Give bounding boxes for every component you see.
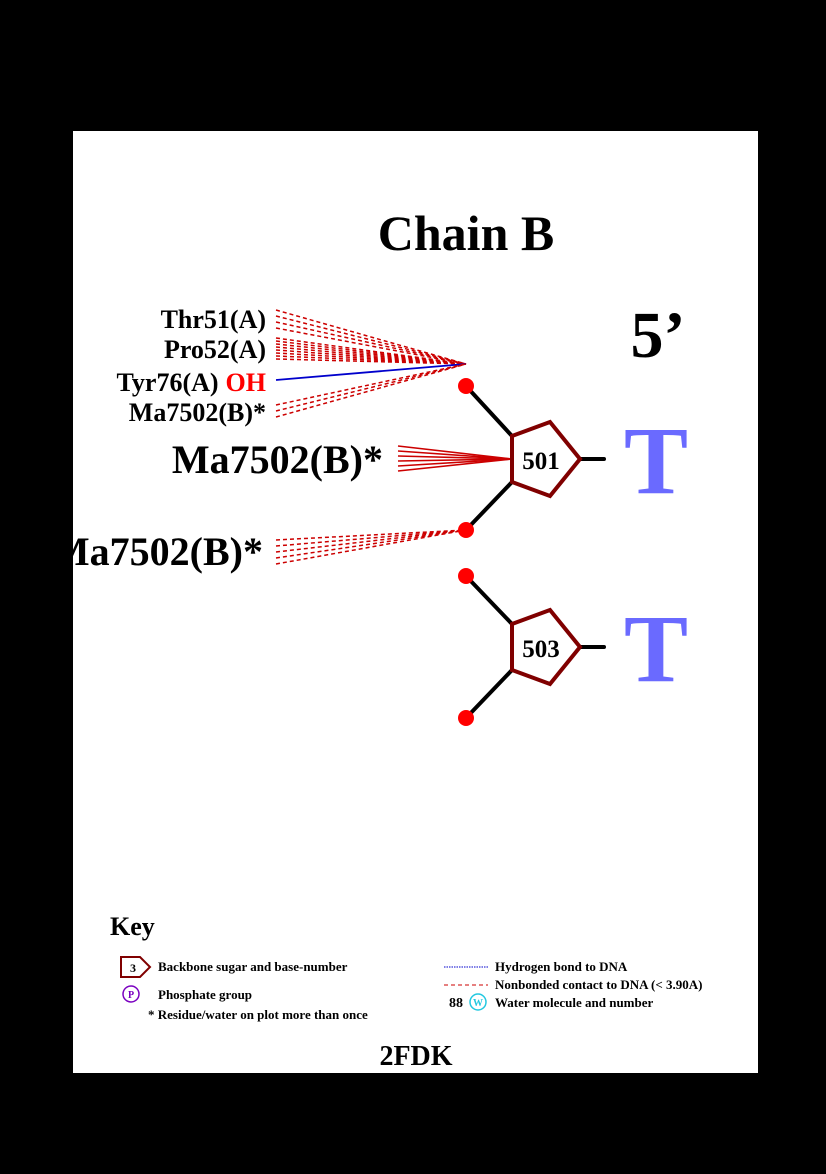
- nonbonded-contact-ma7502-b-2: [397, 450, 513, 460]
- key-phosphate-label: Phosphate group: [158, 987, 252, 1002]
- residue-label-pro52: Pro52(A): [164, 335, 266, 364]
- contact-lines: [275, 309, 513, 565]
- base-letter-501: T: [624, 407, 688, 514]
- nonbonded-contact-pro52-3: [275, 343, 467, 365]
- residue-label-ma7502-3: Ma7502(B)*: [52, 529, 263, 574]
- key-water-number: 88: [449, 996, 463, 1011]
- atom-label-oh: OH: [226, 368, 266, 397]
- sugar-ring-501: [510, 419, 583, 499]
- key-sugar-label: Backbone sugar and base-number: [158, 959, 348, 974]
- nonbonded-contact-ma7502-b-3: [397, 455, 513, 460]
- hbond-tyr76-1: [275, 363, 467, 381]
- nonbonded-contact-pro52-1: [275, 337, 467, 365]
- backbone-bond-1: [464, 384, 514, 438]
- key-title: Key: [110, 912, 155, 941]
- nonbonded-contact-ma7502-b-1: [397, 445, 513, 460]
- nonbonded-contact-pro52-8: [275, 358, 467, 365]
- nonbonded-contact-ma7502-b-4: [397, 458, 513, 462]
- pdb-code: 2FDK: [379, 1041, 452, 1072]
- residue-name-tyr76: Tyr76(A): [117, 368, 219, 397]
- phosphate-4: [458, 710, 474, 726]
- nonbonded-contact-thr51-3: [275, 321, 467, 365]
- key-water-label: Water molecule and number: [495, 995, 654, 1010]
- nucleotide-number-503: 503: [522, 636, 560, 663]
- nonbonded-contact-ma7502-c-1: [275, 529, 467, 541]
- key-water-letter: W: [473, 998, 483, 1009]
- residue-label-ma7502-1: Ma7502(B)*: [129, 398, 266, 427]
- nonbonded-contact-ma7502-a-2: [275, 363, 467, 412]
- phosphate-1: [458, 378, 474, 394]
- backbone-bond-4: [464, 668, 514, 720]
- nonbonded-contact-thr51-4: [275, 327, 467, 365]
- residue-label-tyr76: Tyr76(A) OH: [117, 368, 267, 397]
- key-phosphate-letter: P: [128, 990, 134, 1001]
- phosphate-2: [458, 522, 474, 538]
- nonbonded-contact-pro52-6: [275, 352, 467, 365]
- backbone-bonds: [464, 384, 606, 720]
- sugar-ring-503: [510, 607, 583, 687]
- backbone-bond-3: [464, 574, 514, 626]
- nucleotide-number-501: 501: [522, 448, 560, 475]
- nonbonded-contact-pro52-7: [275, 355, 467, 365]
- nonbonded-contact-thr51-1: [275, 309, 467, 365]
- key-repeat-note: * Residue/water on plot more than once: [148, 1007, 368, 1022]
- residue-label-thr51: Thr51(A): [161, 305, 266, 334]
- nonbonded-contact-pro52-4: [275, 346, 467, 365]
- backbone-bond-2: [464, 480, 514, 532]
- key-water-icon: [469, 993, 487, 1011]
- nonbonded-contact-pro52-2: [275, 340, 467, 365]
- nonbonded-contact-ma7502-b-6: [397, 458, 513, 472]
- nonbonded-contact-ma7502-b-5: [397, 458, 513, 467]
- key-nonbonded-label: Nonbonded contact to DNA (< 3.90A): [495, 977, 702, 992]
- phosphate-3: [458, 568, 474, 584]
- key-hbond-label: Hydrogen bond to DNA: [495, 959, 628, 974]
- key-sugar-icon: [120, 956, 152, 978]
- nonbonded-contact-ma7502-c-2: [275, 529, 467, 547]
- key-phosphate-icon: [122, 985, 140, 1003]
- nonbonded-contact-ma7502-a-3: [275, 363, 467, 418]
- residue-label-ma7502-2: Ma7502(B)*: [172, 437, 383, 482]
- base-letter-503: T: [624, 595, 688, 702]
- nonbonded-contact-ma7502-a-1: [275, 363, 467, 406]
- nonbonded-contact-thr51-2: [275, 315, 467, 365]
- chain-title: Chain B: [378, 205, 554, 261]
- key-sugar-number: 3: [130, 961, 136, 975]
- nonbonded-contact-ma7502-c-3: [275, 529, 467, 553]
- nonbonded-contact-pro52-5: [275, 349, 467, 365]
- five-prime-label: 5’: [631, 299, 686, 372]
- diagram-panel: [73, 131, 758, 1073]
